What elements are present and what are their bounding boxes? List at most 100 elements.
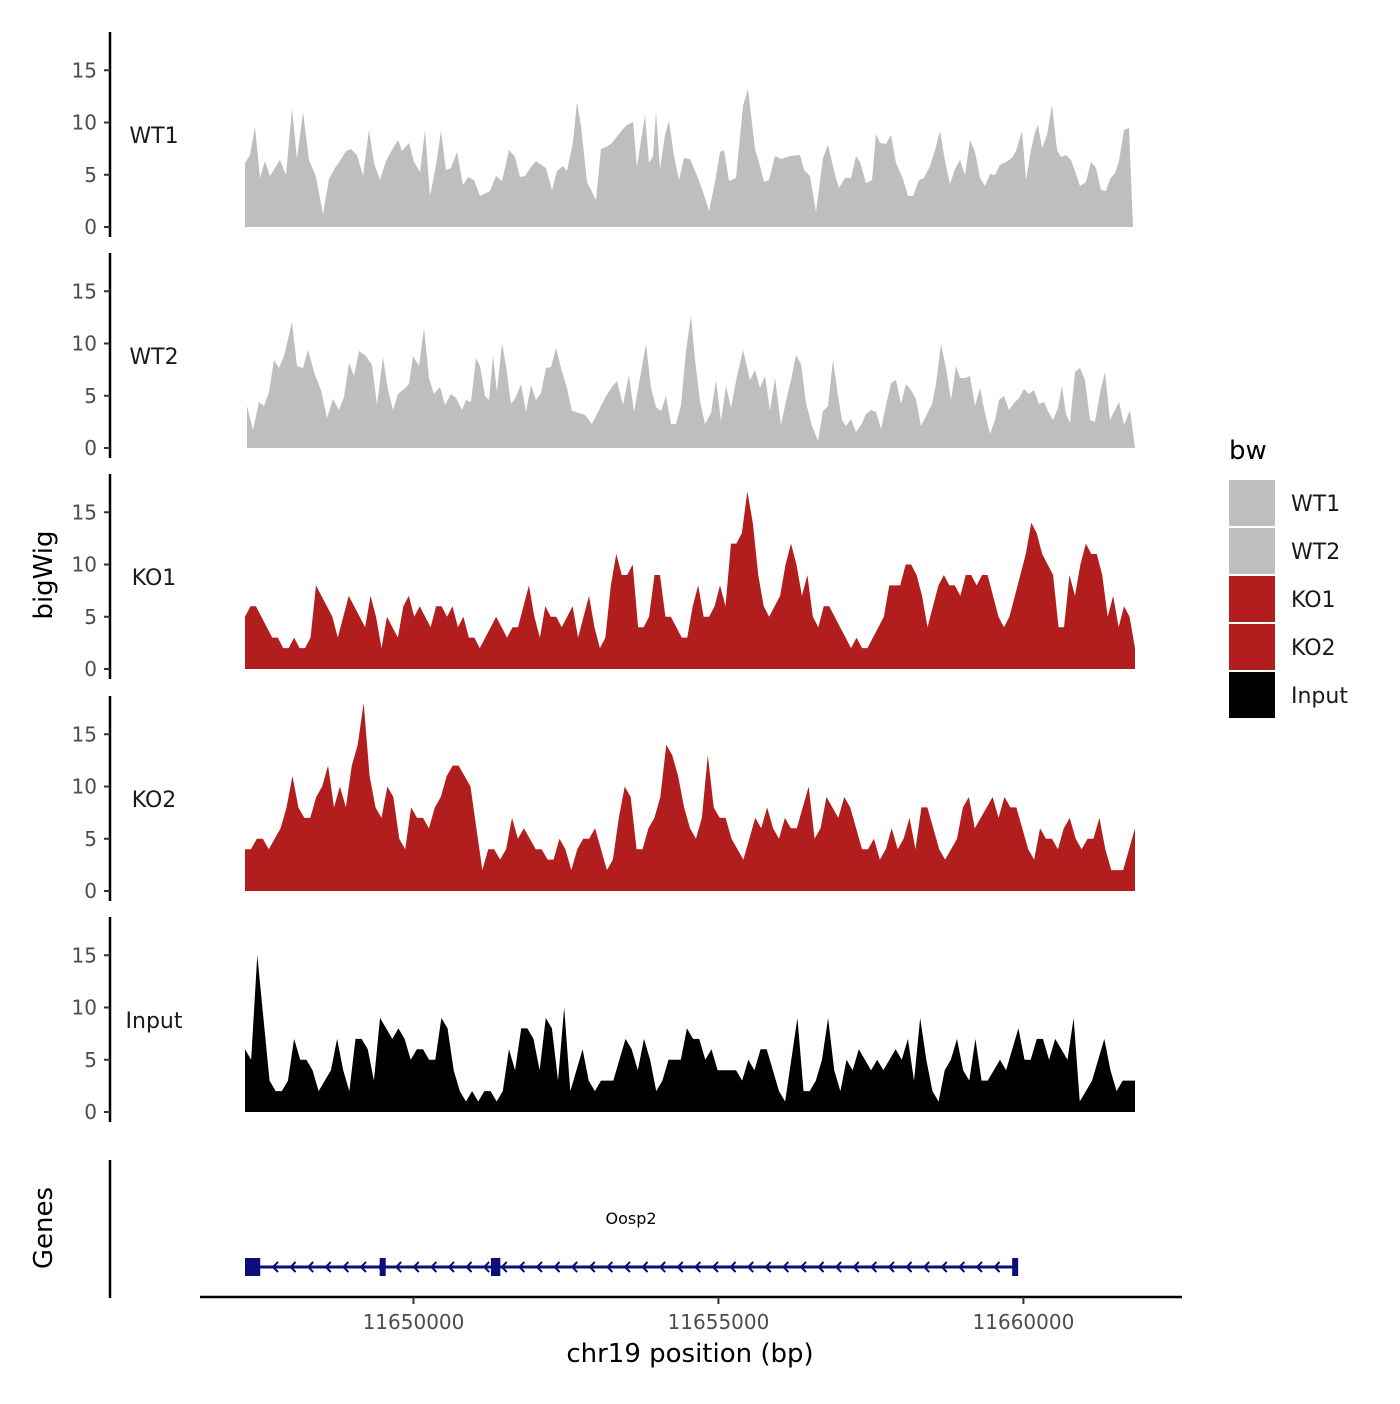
y-tick-label: 0 [84, 879, 97, 903]
track-input: 0 5 10 15 Input [72, 917, 1135, 1124]
track-label: Input [126, 1009, 183, 1034]
legend-label-input: Input [1291, 684, 1348, 709]
strand-arrow [605, 1261, 614, 1273]
gene-name-label: Oosp2 [605, 1209, 656, 1228]
strand-arrow [922, 1261, 930, 1273]
y-tick-label: 10 [72, 775, 97, 799]
legend-swatch-wt2 [1229, 528, 1275, 574]
exon-block [1012, 1258, 1019, 1276]
y-tick-label: 10 [72, 996, 97, 1020]
legend-swatch-input [1229, 672, 1275, 718]
strand-arrow [764, 1261, 772, 1273]
track-wt1: 0 5 10 15 WT1 [72, 32, 1133, 239]
y-axis-title: bigWig [29, 530, 59, 619]
strand-arrow [693, 1261, 702, 1273]
area-input [245, 955, 1135, 1112]
legend-title: bw [1229, 436, 1267, 466]
strand-arrow [641, 1261, 649, 1273]
y-tick-label: 5 [84, 384, 97, 408]
x-axis-title: chr19 position (bp) [566, 1339, 813, 1369]
strand-arrow [905, 1261, 913, 1273]
strand-arrow [852, 1261, 860, 1273]
area-ko2 [245, 702, 1135, 891]
legend-swatch-wt1 [1229, 480, 1275, 526]
strand-arrow [887, 1261, 895, 1273]
strand-arrow [447, 1261, 455, 1273]
legend-label-wt1: WT1 [1291, 492, 1340, 517]
area-wt1 [245, 89, 1133, 227]
strand-arrow [588, 1261, 596, 1273]
legend: bw WT1 WT2 KO1 KO2 Input [1229, 436, 1348, 718]
y-tick-label: 0 [84, 215, 97, 239]
track-label: KO1 [132, 566, 177, 591]
strand-arrow [658, 1261, 666, 1273]
exon-block [490, 1258, 501, 1276]
x-tick-label: 11660000 [973, 1310, 1075, 1334]
y-tick-label: 0 [84, 1100, 97, 1124]
strand-arrow [817, 1261, 825, 1273]
genes-layer: Oosp2 [108, 1160, 1019, 1298]
legend-label-ko2: KO2 [1291, 636, 1336, 661]
exon-block [245, 1258, 261, 1276]
strand-arrow [341, 1261, 350, 1273]
x-tick-label: 11655000 [668, 1310, 770, 1334]
strand-arrow [746, 1261, 754, 1273]
y-tick-label: 5 [84, 163, 97, 187]
strand-arrow [394, 1261, 402, 1273]
strand-arrow [781, 1261, 790, 1273]
y-tick-label: 0 [84, 436, 97, 460]
area-wt2 [247, 316, 1135, 448]
strand-arrow [324, 1261, 332, 1273]
strand-arrow [517, 1261, 526, 1273]
legend-label-wt2: WT2 [1291, 540, 1340, 565]
y-tick-label: 10 [72, 111, 97, 135]
strand-arrow [623, 1261, 631, 1273]
strand-arrow [711, 1261, 719, 1273]
x-tick-label: 11650000 [363, 1310, 465, 1334]
strand-arrow [676, 1261, 684, 1273]
track-ko1: 0 5 10 15 KO1 [72, 474, 1135, 681]
y-tick-label: 15 [72, 943, 97, 967]
strand-arrow [553, 1261, 561, 1273]
strand-arrow [957, 1261, 966, 1273]
y-tick-label: 0 [84, 657, 97, 681]
strand-arrow [289, 1261, 297, 1273]
y-tick-label: 15 [72, 279, 97, 303]
strand-arrow [271, 1261, 279, 1273]
strand-arrow [729, 1261, 737, 1273]
track-label: KO2 [132, 788, 177, 813]
exon-block [379, 1258, 386, 1276]
strand-arrow [306, 1261, 314, 1273]
x-axis: 11650000 11655000 11660000 [200, 1295, 1182, 1334]
track-label: WT1 [129, 124, 178, 149]
strand-arrow [412, 1261, 420, 1273]
y-tick-label: 5 [84, 827, 97, 851]
tracks-layer: 0 5 10 15 WT1 0 5 10 15 WT2 0 5 10 15 KO1 0 5 10 15 KO2 0 5 10… [72, 32, 1135, 1124]
track-wt2: 0 5 10 15 WT2 [72, 253, 1135, 460]
genes-track-title: Genes [29, 1187, 59, 1269]
y-tick-label: 15 [72, 722, 97, 746]
strand-arrow [429, 1261, 438, 1273]
strand-arrow [570, 1261, 578, 1273]
legend-label-ko1: KO1 [1291, 588, 1336, 613]
strand-arrow [482, 1261, 490, 1273]
legend-swatch-ko2 [1229, 624, 1275, 670]
area-ko1 [245, 491, 1135, 669]
strand-arrow [940, 1261, 948, 1273]
strand-arrow [535, 1261, 543, 1273]
strand-arrow [359, 1261, 367, 1273]
legend-swatch-ko1 [1229, 576, 1275, 622]
y-tick-label: 15 [72, 58, 97, 82]
y-tick-label: 5 [84, 1048, 97, 1072]
strand-arrow [834, 1261, 842, 1273]
strand-arrow [993, 1261, 1001, 1273]
y-tick-label: 5 [84, 605, 97, 629]
y-tick-label: 10 [72, 553, 97, 577]
y-tick-label: 10 [72, 332, 97, 356]
track-label: WT2 [129, 345, 178, 370]
gene-oosp2: Oosp2 [245, 1209, 1019, 1276]
strand-arrow [465, 1261, 473, 1273]
y-tick-label: 15 [72, 500, 97, 524]
